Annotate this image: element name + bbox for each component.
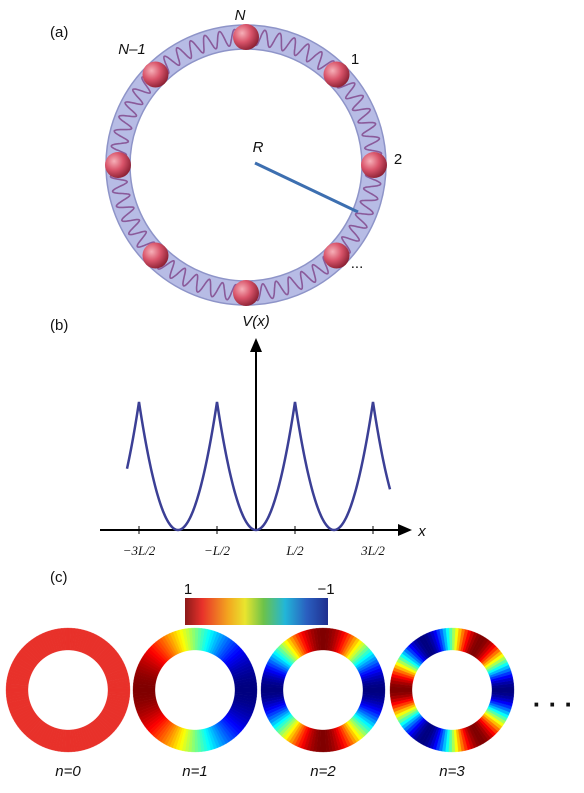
particle [324, 61, 350, 87]
particle-label: ... [351, 255, 364, 272]
arrow [398, 524, 412, 536]
axis-label: x [417, 523, 426, 540]
colorbar-label: 1 [184, 581, 192, 598]
panel-label: (a) [50, 24, 68, 41]
tick-label: −3L/2 [123, 543, 156, 558]
particle [105, 152, 131, 178]
ring-edge [130, 49, 362, 281]
ring-label: n=3 [439, 763, 465, 780]
ring-label: n=2 [310, 763, 336, 780]
particle [233, 24, 259, 50]
axis-label: V(x) [242, 313, 270, 330]
tick-label: 3L/2 [360, 543, 385, 558]
ring-label: n=0 [55, 763, 81, 780]
particle [361, 152, 387, 178]
colorbar [185, 598, 328, 625]
potential-curve [127, 402, 390, 530]
particle-label: N [235, 7, 246, 24]
radius-line [255, 163, 358, 212]
tick-label: −L/2 [204, 543, 231, 558]
ring-label: n=1 [182, 763, 207, 780]
panel-label: (b) [50, 317, 68, 334]
colorbar-label: −1 [317, 581, 334, 598]
particle [142, 61, 168, 87]
particle-label: N–1 [118, 41, 146, 58]
radius-label: R [253, 139, 264, 156]
arrow [250, 338, 262, 352]
tick-label: L/2 [285, 543, 304, 558]
particle [324, 243, 350, 269]
panel-a: (a) R N N–1 1 2 ... [50, 7, 402, 306]
particle-label: 1 [351, 51, 359, 68]
particle [142, 243, 168, 269]
particle [233, 280, 259, 306]
ellipsis: · · · [533, 689, 573, 719]
particle-label: 2 [394, 151, 402, 168]
figure: (a) R N N–1 1 2 ... (b) V(x) x −3L/2 −L/2… [0, 0, 584, 793]
panel-c: (c) 1 −1 · · · n=0 n=1 n=2 n=3 [6, 569, 573, 780]
panel-label: (c) [50, 569, 68, 586]
panel-b: (b) V(x) x −3L/2 −L/2 L/2 3L/2 [50, 313, 426, 558]
